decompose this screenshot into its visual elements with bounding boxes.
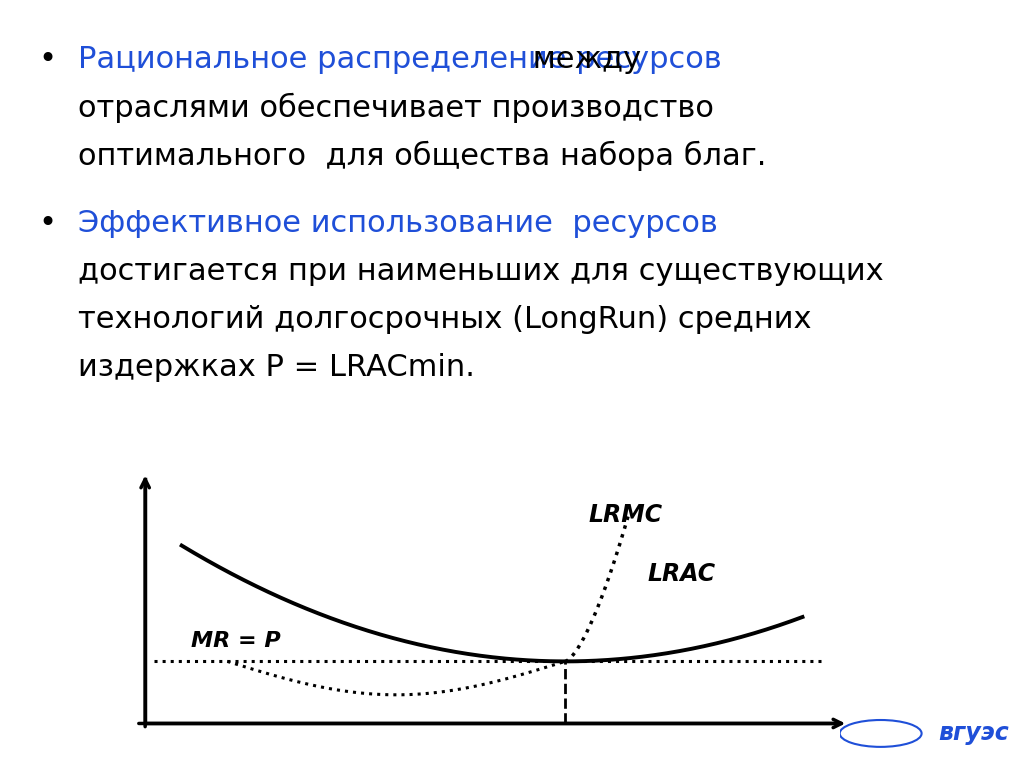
Text: издержках P = LRACmin.: издержках P = LRACmin. bbox=[78, 353, 475, 382]
Text: оптимального  для общества набора благ.: оптимального для общества набора благ. bbox=[78, 141, 766, 171]
Text: Рациональное распределение ресурсов: Рациональное распределение ресурсов bbox=[78, 45, 722, 74]
Text: Эффективное использование  ресурсов: Эффективное использование ресурсов bbox=[78, 209, 718, 238]
Text: вгуэс: вгуэс bbox=[938, 721, 1009, 746]
Text: отраслями обеспечивает производство: отраслями обеспечивает производство bbox=[78, 93, 714, 124]
Text: •: • bbox=[38, 209, 56, 238]
Text: LRAC: LRAC bbox=[647, 562, 716, 586]
Text: достигается при наименьших для существующих: достигается при наименьших для существую… bbox=[78, 257, 884, 286]
Text: MR = P: MR = P bbox=[190, 631, 281, 650]
Text: технологий долгосрочных (LongRun) средних: технологий долгосрочных (LongRun) средни… bbox=[78, 305, 811, 334]
Text: •: • bbox=[38, 45, 56, 74]
Text: LRMC: LRMC bbox=[589, 502, 663, 527]
Text: между: между bbox=[523, 45, 641, 74]
